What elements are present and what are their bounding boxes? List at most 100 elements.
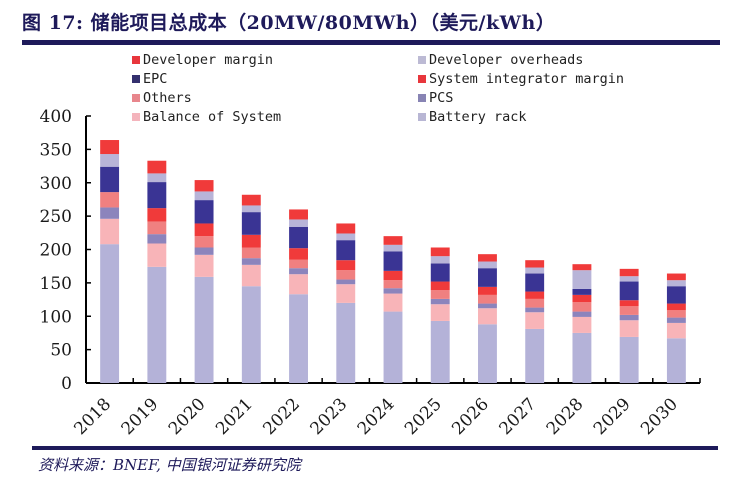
bar-segment-balance-of-system: [572, 316, 592, 333]
source-note: 资料来源：BNEF, 中国银河证券研究院: [38, 456, 301, 474]
y-tick-label: 200: [40, 241, 72, 261]
bar-segment-developer-margin: [289, 209, 308, 220]
bar-segment-battery-rack: [336, 302, 356, 383]
bar-segment-pcs: [100, 207, 120, 219]
bar-segment-system-integrator-margin: [478, 286, 497, 295]
legend-item: PCS: [418, 90, 453, 106]
bar-segment-balance-of-system: [147, 243, 167, 267]
x-tick-label: 2021: [212, 394, 257, 439]
legend-label: System integrator margin: [429, 71, 625, 87]
bar-segment-pcs: [336, 279, 356, 285]
bar-segment-developer-margin: [619, 268, 639, 277]
bar-segment-battery-rack: [241, 286, 261, 383]
bar-segment-others: [147, 221, 167, 235]
bar-segment-system-integrator-margin: [194, 223, 214, 237]
bar-segment-epc: [100, 166, 120, 193]
legend-swatch: [132, 75, 140, 83]
x-tick-label: 2027: [495, 394, 540, 439]
bar-segment-others: [383, 280, 403, 289]
bar-segment-others: [336, 270, 356, 280]
y-tick-label: 150: [40, 274, 72, 294]
bar-segment-developer-overheads: [147, 173, 167, 183]
bar-segment-pcs: [289, 268, 308, 275]
bar-segment-epc: [147, 182, 167, 209]
bar-segment-balance-of-system: [619, 320, 639, 337]
bar-segment-developer-margin: [478, 254, 497, 262]
bar-segment-others: [194, 236, 214, 248]
bar-segment-pcs: [666, 317, 686, 323]
bar-segment-balance-of-system: [525, 312, 545, 329]
bar-segment-epc: [619, 281, 639, 301]
bar-segment-developer-overheads: [336, 233, 356, 241]
bar-segment-epc: [289, 226, 308, 249]
legend-swatch: [132, 113, 140, 121]
bar-segment-system-integrator-margin: [430, 281, 450, 291]
bar-segment-pcs: [194, 247, 214, 255]
bar-segment-system-integrator-margin: [666, 303, 686, 311]
bar-segment-balance-of-system: [666, 322, 686, 339]
bar-segment-battery-rack: [430, 320, 450, 383]
bar-segment-developer-margin: [100, 140, 120, 155]
bar-segment-developer-overheads: [572, 270, 592, 289]
bar-segment-epc: [336, 240, 356, 261]
bar-segment-developer-margin: [241, 194, 261, 206]
bar-segment-pcs: [241, 258, 261, 265]
bar-segment-developer-overheads: [100, 154, 120, 167]
bar-segment-others: [666, 310, 686, 318]
bar-segment-others: [289, 259, 308, 269]
legend-label: Developer margin: [143, 52, 274, 68]
bar-segment-balance-of-system: [383, 293, 403, 312]
bar-segment-battery-rack: [619, 336, 639, 383]
bar-segment-developer-margin: [430, 247, 450, 257]
bar-segment-developer-margin: [666, 273, 686, 281]
bar-segment-pcs: [478, 303, 497, 309]
bar-segment-balance-of-system: [478, 308, 497, 325]
bar-segment-others: [430, 290, 450, 299]
bar-segment-epc: [525, 273, 545, 292]
bar-segment-developer-overheads: [383, 244, 403, 252]
legend-item: Others: [132, 90, 192, 106]
bar-segment-battery-rack: [478, 324, 497, 383]
bar-segment-system-integrator-margin: [383, 270, 403, 281]
x-tick-label: 2018: [70, 394, 115, 439]
bar-segment-battery-rack: [194, 276, 214, 383]
bar-segment-system-integrator-margin: [336, 260, 356, 271]
bar-segment-battery-rack: [289, 294, 308, 383]
x-tick-label: 2030: [637, 394, 682, 439]
chart-title: 图 17: 储能项目总成本（20MW/80MWh）（美元/kWh）: [22, 12, 556, 34]
y-tick-label: 100: [40, 307, 72, 327]
legend-item: Battery rack: [418, 109, 527, 125]
bar-segment-balance-of-system: [430, 304, 450, 321]
legend-label: EPC: [143, 71, 168, 87]
x-tick-label: 2023: [307, 394, 352, 439]
legend-label: Balance of System: [143, 109, 282, 125]
x-tick-label: 2028: [543, 394, 588, 439]
bar-segment-pcs: [619, 314, 639, 321]
bar-segment-developer-overheads: [194, 191, 214, 201]
bar-segment-system-integrator-margin: [572, 294, 592, 303]
bar-segment-pcs: [147, 234, 167, 244]
x-tick-label: 2022: [259, 394, 304, 439]
legend-swatch: [132, 56, 140, 64]
legend-swatch: [418, 75, 426, 83]
y-tick-label: 250: [40, 207, 72, 227]
bar-segment-developer-overheads: [666, 280, 686, 287]
legend-swatch: [418, 94, 426, 102]
bar-segment-pcs: [383, 288, 403, 294]
bar-segment-developer-overheads: [289, 219, 308, 227]
bar-segment-balance-of-system: [194, 254, 214, 277]
y-tick-label: 300: [40, 174, 72, 194]
legend-label: Others: [143, 90, 192, 106]
bar-segment-developer-overheads: [478, 261, 497, 269]
x-tick-label: 2029: [590, 394, 635, 439]
bar-segment-developer-margin: [336, 223, 356, 234]
title-divider: [22, 40, 720, 45]
bar-segment-epc: [478, 268, 497, 287]
x-tick-label: 2025: [401, 394, 446, 439]
x-tick-label: 2020: [165, 394, 210, 439]
bar-segment-system-integrator-margin: [619, 300, 639, 307]
legend-label: Developer overheads: [429, 52, 584, 68]
legend-item: Balance of System: [132, 109, 281, 125]
bar-segment-developer-margin: [383, 236, 403, 245]
